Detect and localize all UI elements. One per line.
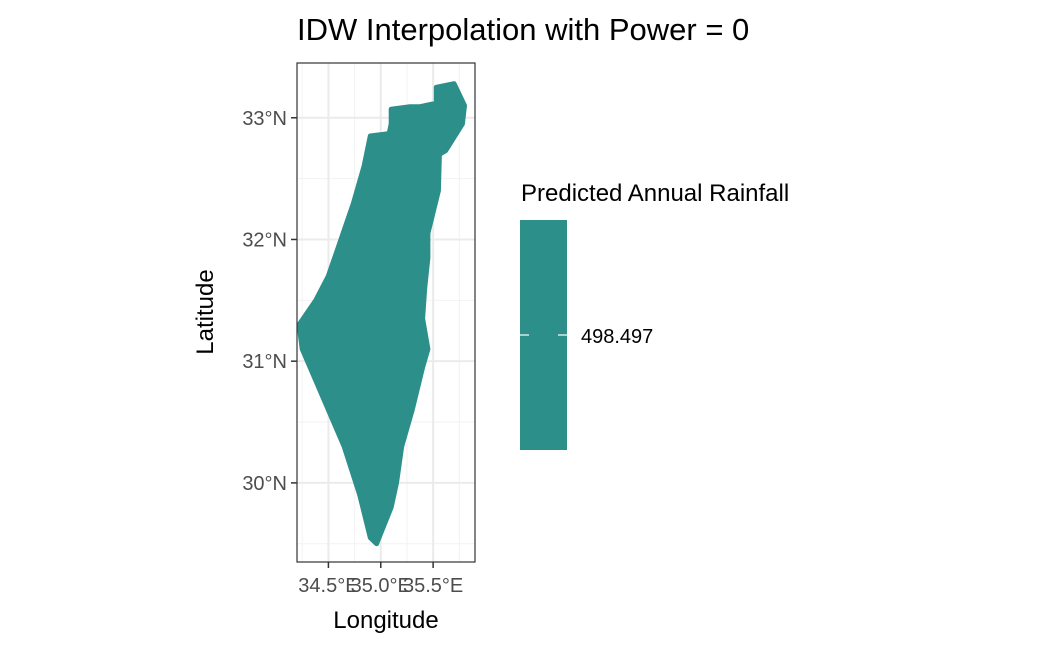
panel-border <box>296 62 476 563</box>
legend-title: Predicted Annual Rainfall <box>521 180 789 207</box>
chart-title: IDW Interpolation with Power = 0 <box>297 12 749 47</box>
y-tick-label: 31°N <box>242 351 287 373</box>
y-axis-title: Latitude <box>192 269 219 354</box>
legend-label: 498.497 <box>581 326 653 348</box>
data-layer <box>296 81 467 547</box>
x-axis-title: Longitude <box>333 607 438 634</box>
x-tick-label: 35.5°E <box>403 575 463 597</box>
y-tick-label: 33°N <box>242 108 287 130</box>
y-tick-label: 30°N <box>242 473 287 495</box>
legend: Predicted Annual Rainfall 498.497 <box>520 180 789 450</box>
axis-ticks: 34.5°E35.0°E35.5°E 30°N 31°N 32°N 33°N <box>242 108 463 597</box>
x-tick-label: 34.5°E <box>298 575 358 597</box>
x-tick-label: 35.0°E <box>351 575 411 597</box>
y-tick-label: 32°N <box>242 229 287 251</box>
prediction-region-0 <box>296 81 467 547</box>
